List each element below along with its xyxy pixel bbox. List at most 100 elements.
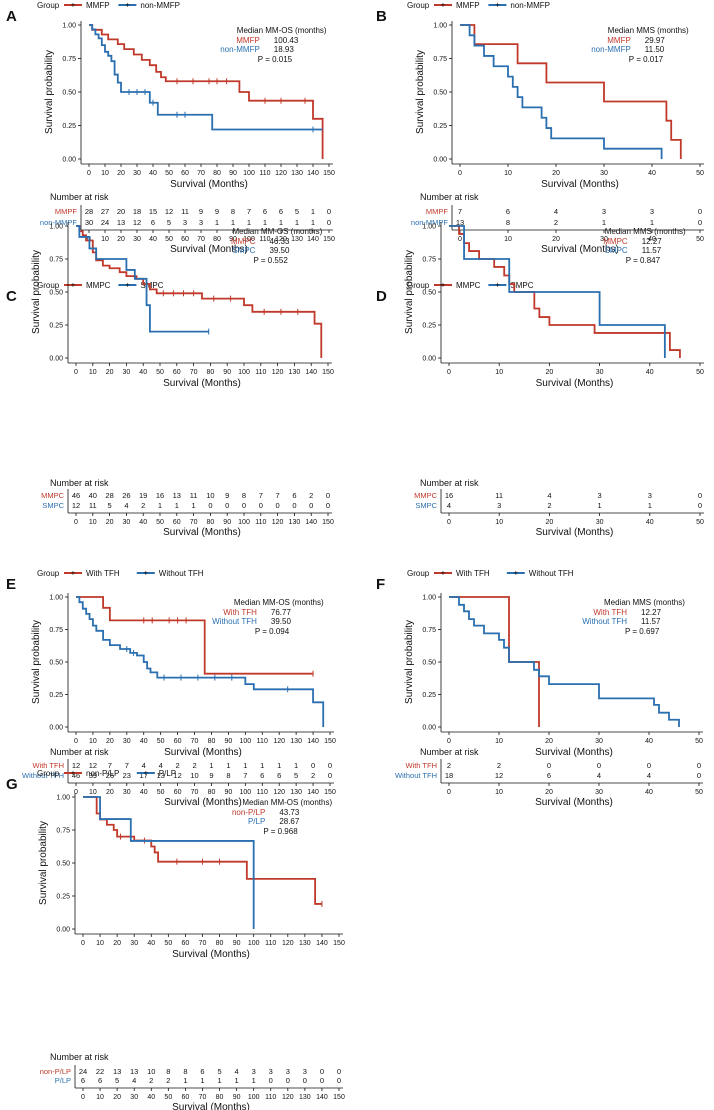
legend-swatch-mark: + [441, 569, 446, 578]
x-tick-label: 120 [275, 170, 287, 177]
median-title: Median MMS (months) [608, 26, 689, 35]
risk-x-tick-label: 150 [324, 789, 336, 796]
y-axis-title: Survival probability [31, 250, 42, 334]
survival-curve-2 [449, 225, 666, 358]
x-tick-label: 150 [324, 738, 336, 745]
legend-swatch-mark: + [125, 1, 130, 10]
legend-label: With TFH [456, 569, 490, 578]
risk-x-tick-label: 0 [74, 789, 78, 796]
risk-count: 12 [173, 771, 181, 780]
risk-count: 5 [167, 218, 171, 227]
median-title: Median MM-OS (months) [232, 227, 322, 236]
risk-count: 12 [495, 771, 503, 780]
y-tick-label: 1.00 [49, 595, 63, 602]
x-tick-label: 80 [216, 940, 224, 947]
x-tick-label: 20 [113, 940, 121, 947]
x-tick-label: 0 [74, 738, 78, 745]
risk-count: 0 [697, 761, 701, 770]
risk-group-label: non-MMPF [40, 218, 78, 227]
risk-count: 0 [327, 218, 331, 227]
risk-count: 6 [98, 1076, 102, 1085]
risk-x-tick-label: 50 [164, 1094, 172, 1101]
risk-count: 6 [151, 218, 155, 227]
risk-x-tick-label: 20 [113, 1094, 121, 1101]
risk-x-tick-label: 50 [165, 236, 173, 243]
x-tick-label: 20 [546, 369, 554, 376]
risk-count: 19 [139, 491, 147, 500]
x-tick-label: 70 [191, 738, 199, 745]
risk-x-tick-label: 10 [495, 789, 503, 796]
x-tick-label: 30 [133, 170, 141, 177]
risk-count: 5 [217, 1067, 221, 1076]
x-axis-title: Survival (Months) [170, 179, 248, 190]
risk-x-tick-label: 10 [96, 1094, 104, 1101]
legend-label: non-MMFP [510, 1, 550, 10]
risk-count: 5 [115, 1076, 119, 1085]
x-tick-label: 20 [552, 170, 560, 177]
risk-count: 1 [215, 218, 219, 227]
x-tick-label: 150 [333, 940, 345, 947]
risk-count: 39 [89, 771, 97, 780]
risk-x-axis-title: Survival (Months) [536, 527, 614, 538]
x-tick-label: 90 [223, 369, 231, 376]
risk-count: 7 [108, 761, 112, 770]
risk-x-tick-label: 80 [208, 789, 216, 796]
risk-count: 20 [117, 207, 125, 216]
risk-x-tick-label: 30 [123, 789, 131, 796]
risk-count: 10 [147, 1067, 155, 1076]
survival-curve-2 [76, 225, 209, 333]
risk-count: 30 [85, 218, 93, 227]
y-tick-label: 0.50 [62, 90, 76, 97]
risk-x-tick-label: 140 [307, 236, 319, 243]
x-tick-label: 20 [117, 170, 125, 177]
x-tick-label: 110 [265, 940, 276, 947]
risk-count: 18 [445, 771, 453, 780]
legend-label: non-P/LP [86, 769, 119, 778]
median-title: Median MM-OS (months) [237, 26, 327, 35]
risk-x-tick-label: 130 [299, 1094, 311, 1101]
risk-count: 26 [122, 491, 130, 500]
risk-x-tick-label: 70 [191, 789, 199, 796]
risk-group-label: P/LP [55, 1076, 71, 1085]
risk-title: Number at risk [420, 747, 479, 757]
x-tick-label: 50 [156, 369, 164, 376]
risk-count: 13 [130, 1067, 138, 1076]
risk-count: 0 [311, 761, 315, 770]
x-tick-label: 90 [229, 170, 237, 177]
legend-title: Group [407, 569, 430, 578]
risk-x-tick-label: 10 [101, 236, 109, 243]
survival-curve-2 [449, 596, 680, 727]
risk-count: 9 [215, 207, 219, 216]
legend-label: With TFH [86, 569, 120, 578]
risk-count: 17 [140, 771, 148, 780]
risk-x-tick-label: 70 [199, 1094, 207, 1101]
risk-x-tick-label: 80 [216, 1094, 224, 1101]
risk-title: Number at risk [420, 478, 479, 488]
risk-x-tick-label: 10 [504, 236, 512, 243]
y-tick-label: 0.75 [422, 627, 436, 634]
x-tick-label: 30 [130, 940, 138, 947]
legend-title: Group [407, 281, 430, 290]
x-tick-label: 150 [323, 170, 335, 177]
risk-count: 13 [456, 218, 464, 227]
risk-count: 0 [697, 771, 701, 780]
x-tick-label: 10 [504, 170, 512, 177]
p-value: P = 0.015 [258, 55, 293, 64]
x-tick-label: 130 [289, 369, 301, 376]
risk-x-tick-label: 100 [243, 236, 255, 243]
risk-x-tick-label: 40 [147, 1094, 155, 1101]
risk-count: 0 [647, 761, 651, 770]
x-axis-title: Survival (Months) [536, 378, 614, 389]
y-tick-label: 0.25 [422, 323, 436, 330]
risk-count: 5 [294, 771, 298, 780]
risk-count: 40 [89, 491, 97, 500]
p-value: P = 0.017 [629, 55, 664, 64]
median-group-label: SMPC [232, 246, 255, 255]
y-tick-label: 0.75 [49, 627, 63, 634]
risk-count: 0 [326, 501, 330, 510]
risk-count: 6 [200, 1067, 204, 1076]
x-tick-label: 70 [199, 940, 207, 947]
risk-count: 4 [132, 1076, 136, 1085]
x-axis-title: Survival (Months) [535, 747, 613, 758]
risk-count: 3 [269, 1067, 273, 1076]
